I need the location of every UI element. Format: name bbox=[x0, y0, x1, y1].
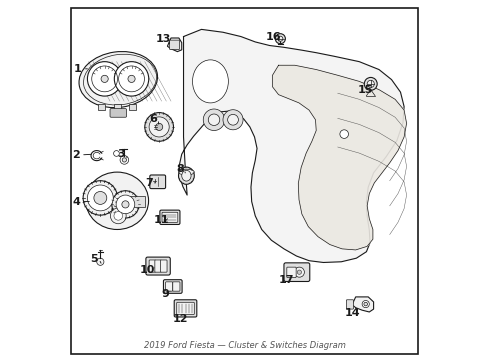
Bar bbox=[113, 104, 121, 111]
Text: 2: 2 bbox=[72, 150, 80, 160]
Ellipse shape bbox=[192, 60, 228, 103]
Text: 15: 15 bbox=[357, 85, 373, 95]
FancyBboxPatch shape bbox=[110, 109, 126, 117]
Ellipse shape bbox=[178, 167, 194, 184]
Ellipse shape bbox=[182, 170, 191, 181]
FancyBboxPatch shape bbox=[149, 260, 155, 272]
FancyBboxPatch shape bbox=[286, 267, 296, 278]
Text: 11: 11 bbox=[153, 215, 169, 225]
Circle shape bbox=[366, 80, 373, 87]
Text: 12: 12 bbox=[173, 314, 188, 324]
Text: 10: 10 bbox=[140, 265, 155, 275]
Bar bbox=[98, 104, 105, 111]
FancyBboxPatch shape bbox=[155, 260, 161, 272]
Circle shape bbox=[275, 34, 285, 44]
Ellipse shape bbox=[79, 51, 157, 108]
FancyBboxPatch shape bbox=[145, 257, 170, 275]
Text: 3: 3 bbox=[117, 149, 124, 159]
Circle shape bbox=[227, 114, 238, 125]
Text: 8: 8 bbox=[176, 164, 183, 174]
Polygon shape bbox=[351, 297, 373, 312]
Circle shape bbox=[297, 270, 301, 274]
Text: 14: 14 bbox=[344, 309, 359, 318]
Circle shape bbox=[122, 201, 129, 208]
Circle shape bbox=[122, 158, 126, 162]
Circle shape bbox=[294, 267, 304, 277]
Circle shape bbox=[97, 258, 104, 265]
Circle shape bbox=[364, 77, 376, 90]
FancyBboxPatch shape bbox=[174, 300, 196, 317]
Text: 2019 Ford Fiesta — Cluster & Switches Diagram: 2019 Ford Fiesta — Cluster & Switches Di… bbox=[143, 341, 345, 350]
FancyBboxPatch shape bbox=[346, 300, 353, 309]
Ellipse shape bbox=[85, 172, 148, 229]
Circle shape bbox=[144, 113, 173, 141]
Circle shape bbox=[128, 75, 135, 82]
Polygon shape bbox=[179, 30, 403, 262]
Circle shape bbox=[83, 181, 117, 215]
FancyBboxPatch shape bbox=[162, 212, 178, 222]
Circle shape bbox=[87, 62, 122, 96]
Bar bbox=[129, 104, 136, 111]
Text: 9: 9 bbox=[161, 289, 168, 299]
Circle shape bbox=[116, 195, 135, 214]
Text: 13: 13 bbox=[156, 35, 171, 44]
Circle shape bbox=[339, 130, 348, 138]
Circle shape bbox=[87, 185, 113, 211]
Circle shape bbox=[114, 62, 148, 96]
Text: 17: 17 bbox=[279, 275, 294, 285]
Text: 4: 4 bbox=[72, 197, 80, 207]
Circle shape bbox=[277, 36, 282, 41]
Text: 1: 1 bbox=[74, 64, 81, 74]
Text: 7: 7 bbox=[145, 178, 153, 188]
FancyBboxPatch shape bbox=[163, 280, 182, 293]
Circle shape bbox=[110, 208, 126, 224]
Circle shape bbox=[362, 301, 368, 308]
Polygon shape bbox=[272, 65, 406, 250]
FancyBboxPatch shape bbox=[160, 210, 180, 225]
FancyBboxPatch shape bbox=[284, 263, 309, 282]
Polygon shape bbox=[167, 38, 182, 51]
Circle shape bbox=[223, 110, 243, 130]
Circle shape bbox=[149, 117, 169, 137]
Circle shape bbox=[120, 156, 128, 164]
Circle shape bbox=[112, 191, 139, 218]
Circle shape bbox=[101, 75, 108, 82]
Circle shape bbox=[113, 150, 119, 156]
Text: 5: 5 bbox=[90, 254, 98, 264]
FancyBboxPatch shape bbox=[160, 260, 167, 272]
Circle shape bbox=[94, 192, 106, 204]
Circle shape bbox=[203, 109, 224, 131]
Ellipse shape bbox=[178, 169, 194, 175]
FancyBboxPatch shape bbox=[169, 40, 179, 49]
FancyBboxPatch shape bbox=[172, 282, 180, 291]
Circle shape bbox=[363, 302, 367, 306]
Text: 6: 6 bbox=[149, 114, 157, 124]
Circle shape bbox=[208, 114, 219, 126]
FancyBboxPatch shape bbox=[165, 282, 172, 291]
Circle shape bbox=[114, 212, 122, 220]
Text: 16: 16 bbox=[265, 32, 281, 41]
Circle shape bbox=[155, 123, 163, 131]
FancyBboxPatch shape bbox=[149, 175, 165, 189]
Bar bbox=[130, 196, 144, 207]
FancyBboxPatch shape bbox=[176, 302, 194, 315]
